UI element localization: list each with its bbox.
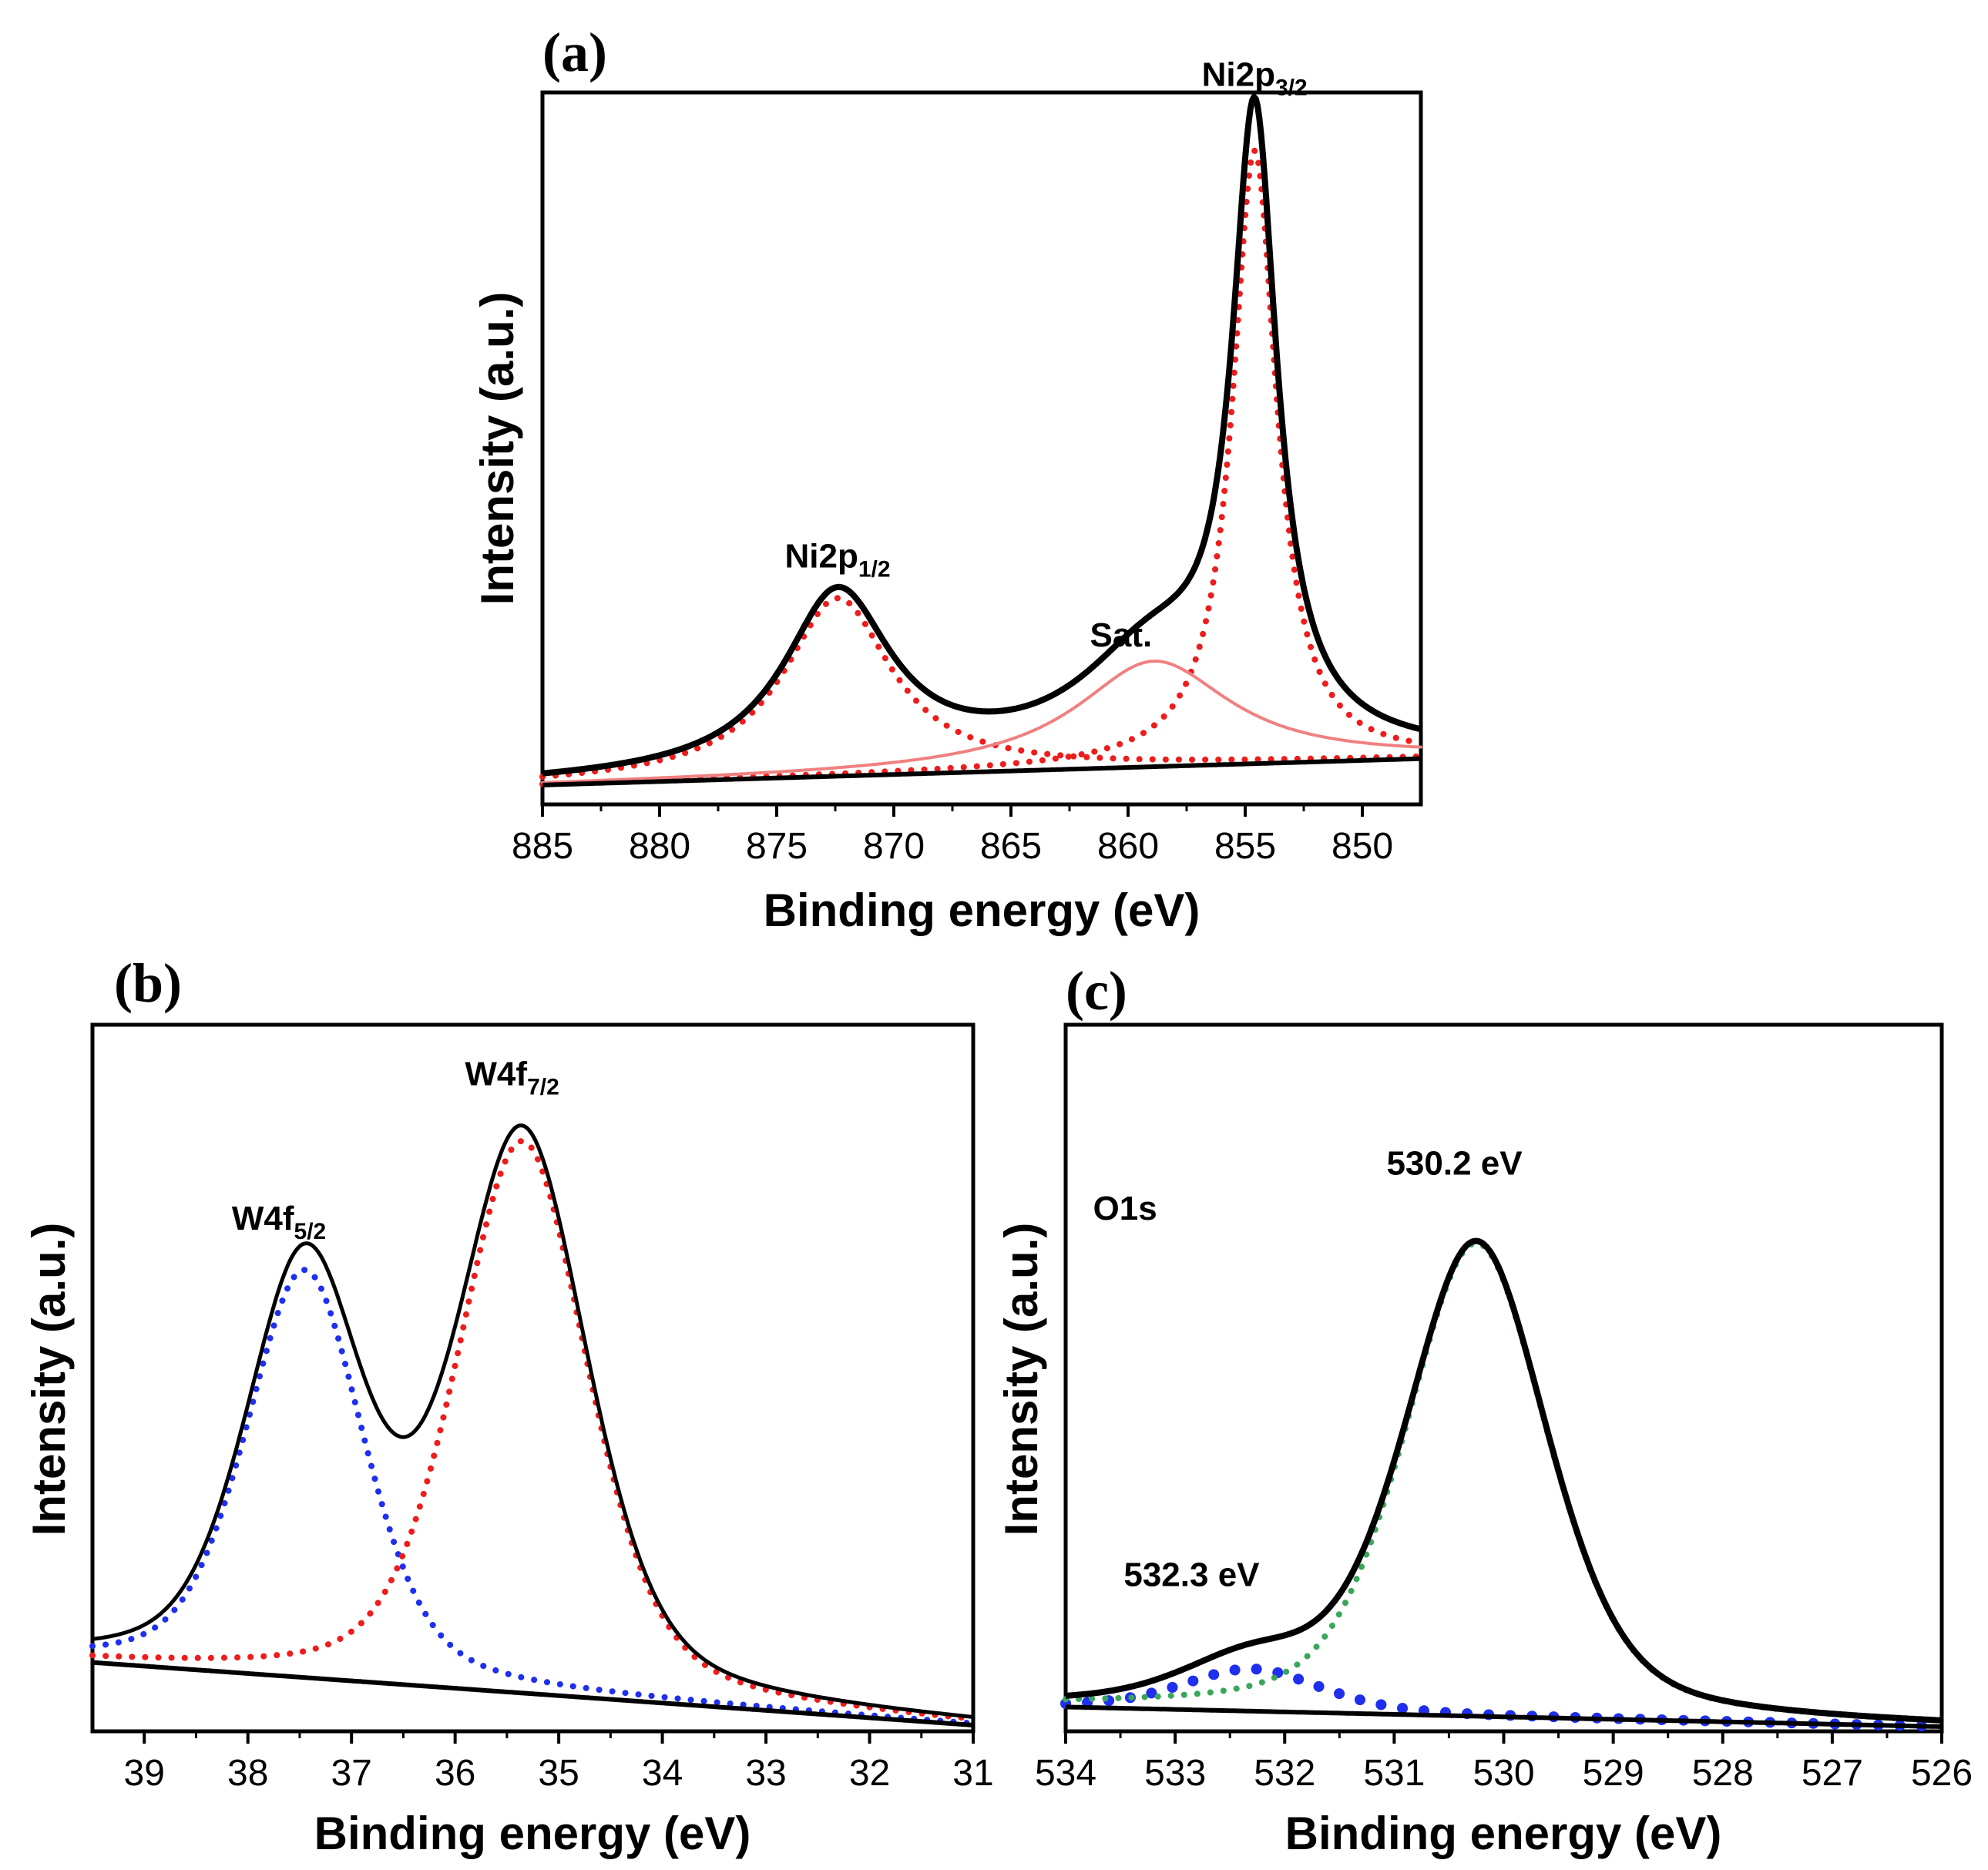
annotation-subscript: 7/2 xyxy=(527,1075,559,1100)
annotation-text: O1s xyxy=(1093,1190,1157,1227)
x-ticks-b: 39 38 37 36 35 34 33 32 31 xyxy=(124,1731,994,1794)
x-tick-label: 880 xyxy=(629,826,690,867)
chart-panel-c: 534 533 532 531 530 529 528 527 526 O1s 530.2 eV 5… xyxy=(996,1022,1973,1859)
y-axis-label-c: Intensity (a.u.) xyxy=(996,1223,1047,1536)
component-peak-w4f-5-2 xyxy=(89,1267,976,1727)
x-tick-label: 531 xyxy=(1363,1753,1425,1794)
annotation-text: W4f xyxy=(232,1200,294,1237)
curves-a xyxy=(539,93,1424,787)
peak-annotation: O1s xyxy=(1093,1190,1157,1227)
panel-label-c: (c) xyxy=(1066,960,1127,1022)
peak-annotation: 530.2 eV xyxy=(1386,1145,1523,1183)
annotation-subscript: 3/2 xyxy=(1275,76,1308,101)
annotation-text: Ni2p xyxy=(785,537,858,575)
envelope-curve xyxy=(92,1123,974,1719)
panel-label-b: (b) xyxy=(114,952,182,1014)
component-peak-530-2-ev xyxy=(1063,1240,1945,1724)
y-axis-label-a: Intensity (a.u.) xyxy=(472,292,523,606)
x-ticks-c: 534 533 532 531 530 529 528 527 526 xyxy=(1035,1731,1973,1794)
x-tick-label: 532 xyxy=(1254,1753,1315,1794)
x-tick-label: 533 xyxy=(1144,1753,1206,1794)
x-ticks-a: 885 880 875 870 865 860 855 850 xyxy=(512,804,1393,867)
annotations-c: O1s 530.2 eV 532.3 eV xyxy=(1093,1145,1523,1594)
peak-annotation: Ni2p3/2 xyxy=(1202,56,1308,101)
peak-annotation: Sat. xyxy=(1090,616,1153,654)
x-tick-label: 38 xyxy=(227,1753,268,1794)
x-tick-label: 875 xyxy=(746,826,808,867)
annotation-subscript: 5/2 xyxy=(294,1219,327,1244)
x-tick-label: 529 xyxy=(1583,1753,1644,1794)
x-tick-label: 885 xyxy=(512,826,573,867)
peak-annotation: 532.3 eV xyxy=(1123,1556,1260,1593)
x-tick-label: 526 xyxy=(1911,1753,1973,1794)
x-tick-label: 39 xyxy=(124,1753,165,1794)
curves-b xyxy=(89,1123,976,1727)
annotation-subscript: 1/2 xyxy=(858,556,891,582)
peak-annotation: Ni2p1/2 xyxy=(785,537,891,582)
x-tick-label: 865 xyxy=(980,826,1042,867)
x-tick-label: 32 xyxy=(849,1753,890,1794)
x-axis-label-a: Binding energy (eV) xyxy=(764,885,1201,936)
x-axis-label-b: Binding energy (eV) xyxy=(314,1808,751,1859)
x-tick-label: 37 xyxy=(331,1753,371,1794)
annotation-text: 532.3 eV xyxy=(1123,1556,1260,1593)
panel-label-a: (a) xyxy=(542,22,607,83)
plot-frame-b xyxy=(90,1022,976,1734)
background-line xyxy=(92,1660,974,1727)
x-tick-label: 33 xyxy=(745,1753,786,1794)
x-tick-label: 528 xyxy=(1692,1753,1754,1794)
chart-panel-a: 885 880 875 870 865 860 855 850 Ni2p3/2Ni2p1/2S… xyxy=(472,56,1424,936)
envelope-curve xyxy=(541,93,1422,777)
x-tick-label: 31 xyxy=(952,1753,993,1794)
background-line xyxy=(542,756,1422,787)
plot-frame-a xyxy=(540,90,1423,807)
envelope-curve xyxy=(1064,1237,1943,1724)
component-peak-ni2p-1-2 xyxy=(539,595,1424,780)
curves-c xyxy=(1060,1237,1947,1732)
x-tick-label: 850 xyxy=(1331,826,1393,867)
x-tick-label: 855 xyxy=(1214,826,1276,867)
plot-frame-c xyxy=(1063,1022,1944,1734)
annotation-text: 530.2 eV xyxy=(1386,1145,1523,1183)
annotation-text: Ni2p xyxy=(1202,56,1275,94)
annotation-text: Sat. xyxy=(1090,616,1153,654)
x-tick-label: 534 xyxy=(1035,1753,1096,1794)
background-line xyxy=(1065,1704,1943,1729)
x-axis-label-c: Binding energy (eV) xyxy=(1285,1808,1722,1859)
x-tick-label: 36 xyxy=(435,1753,475,1794)
x-tick-label: 527 xyxy=(1802,1753,1863,1794)
x-tick-label: 870 xyxy=(863,826,925,867)
x-tick-label: 35 xyxy=(538,1753,579,1794)
y-axis-label-b: Intensity (a.u.) xyxy=(23,1223,75,1536)
x-tick-label: 530 xyxy=(1473,1753,1534,1794)
component-peak-sat xyxy=(541,660,1422,784)
component-peak-w4f-7-2 xyxy=(89,1137,976,1722)
x-tick-label: 860 xyxy=(1097,826,1159,867)
annotation-text: W4f xyxy=(465,1056,527,1093)
peak-annotation: W4f5/2 xyxy=(232,1200,326,1244)
peak-annotation: W4f7/2 xyxy=(465,1056,559,1100)
x-tick-label: 34 xyxy=(642,1753,683,1794)
